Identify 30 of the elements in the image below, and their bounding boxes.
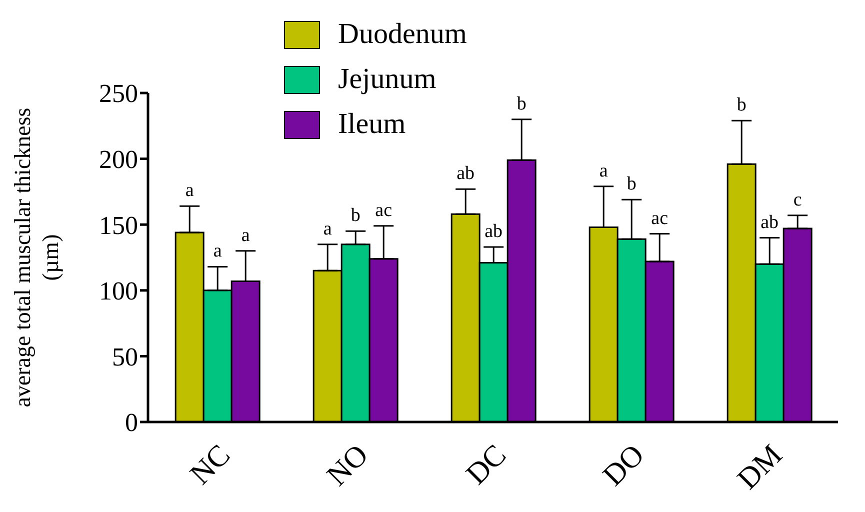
data-label: ab	[456, 163, 475, 184]
data-label: a	[599, 160, 608, 182]
data-label: ac	[651, 208, 668, 229]
x-tick-label: DC	[460, 438, 513, 492]
y-tick-label: 250	[99, 79, 138, 108]
legend-label: Ileum	[338, 107, 406, 142]
data-label: a	[213, 240, 222, 262]
y-tick-label: 50	[112, 342, 138, 372]
y-tick-label: 150	[99, 210, 138, 240]
data-label: b	[736, 94, 746, 116]
x-tick-label: NO	[320, 438, 375, 492]
data-label: b	[350, 205, 360, 226]
x-tick-label: DM	[731, 438, 789, 496]
data-label: ac	[375, 200, 392, 221]
y-axis-title: average total muscular thickness (µm)	[10, 108, 63, 408]
data-label: a	[185, 180, 194, 202]
y-tick-label: 100	[99, 276, 138, 306]
x-tick-label: DO	[596, 438, 651, 492]
data-label: b	[626, 174, 636, 195]
y-tick-label: 200	[99, 145, 138, 174]
data-label: c	[793, 189, 802, 210]
data-label: ab	[484, 220, 503, 242]
data-label: a	[241, 224, 250, 246]
x-tick-label: NC	[184, 438, 237, 492]
data-label: ab	[760, 212, 779, 233]
data-label: b	[516, 93, 526, 114]
data-label: a	[323, 218, 332, 240]
legend-label: Jejunum	[338, 62, 436, 97]
y-tick-label: 0	[125, 408, 138, 438]
legend-label: Duodenum	[338, 17, 467, 52]
